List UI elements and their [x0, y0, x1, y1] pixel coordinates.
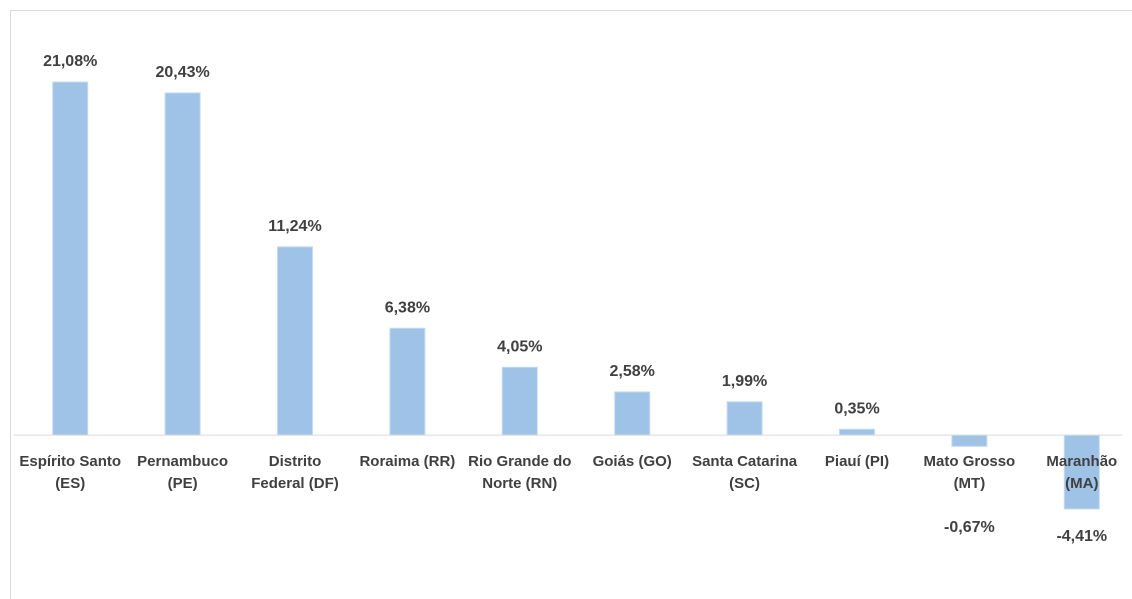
chart-border — [10, 10, 1132, 599]
data-label: 6,38% — [385, 299, 430, 316]
data-label: 1,99% — [722, 373, 767, 390]
data-label: -4,41% — [1056, 528, 1107, 545]
x-tick-label: Goiás (GO) — [592, 453, 672, 471]
data-label: -0,67% — [944, 519, 995, 536]
x-tick-label: Mato Grosso (MT) — [923, 453, 1016, 493]
bar — [52, 81, 89, 436]
data-label: 21,08% — [43, 53, 97, 70]
data-label: 0,35% — [834, 400, 879, 417]
x-tick-label: Espírito Santo (ES) — [19, 453, 122, 493]
bar — [839, 428, 875, 436]
x-tick-label: Rio Grande do Norte (RN) — [468, 453, 572, 493]
bar — [614, 391, 651, 436]
bar — [951, 434, 988, 447]
x-tick-label: Piauí (PI) — [824, 453, 890, 471]
data-label: 2,58% — [610, 363, 655, 380]
x-tick-label: Pernambuco (PE) — [137, 453, 229, 493]
data-label: 11,24% — [268, 218, 321, 235]
x-tick-label: Roraima (RR) — [359, 453, 456, 471]
x-tick-label: Santa Catarina (SC) — [692, 453, 798, 493]
bar — [501, 366, 538, 436]
bar — [389, 327, 426, 436]
data-label: 4,05% — [497, 338, 542, 355]
data-label: 20,43% — [155, 64, 209, 81]
bar — [726, 401, 763, 436]
x-tick-label: Maranhão (MA) — [1046, 453, 1118, 493]
bar — [277, 246, 313, 436]
x-tick-label: Distrito Federal (DF) — [251, 453, 339, 493]
bar — [164, 92, 201, 436]
